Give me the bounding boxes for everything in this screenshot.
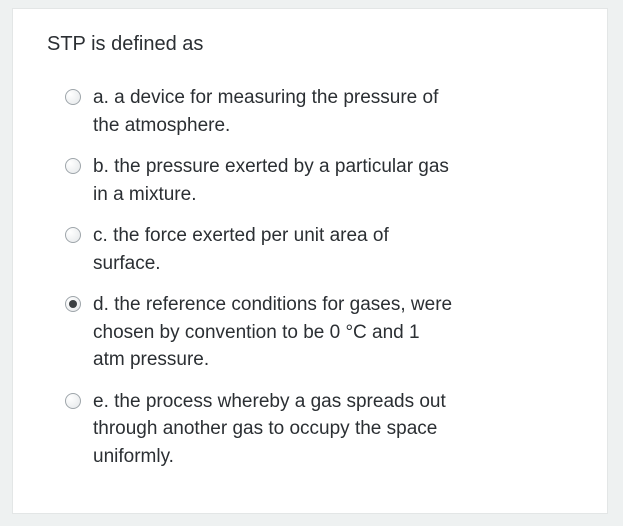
question-card: STP is defined as a. a device for measur… (12, 8, 608, 514)
options-list: a. a device for measuring the pressure o… (47, 84, 573, 471)
option-e[interactable]: e. the process whereby a gas spreads out… (65, 388, 573, 471)
option-body: the force exerted per unit area of surfa… (93, 225, 389, 274)
option-letter: c. (93, 225, 108, 246)
option-c[interactable]: c. the force exerted per unit area of su… (65, 222, 573, 277)
option-text: c. the force exerted per unit area of su… (93, 222, 453, 277)
radio-icon[interactable] (65, 158, 81, 174)
radio-icon[interactable] (65, 393, 81, 409)
option-text: d. the reference conditions for gases, w… (93, 291, 453, 374)
option-letter: e. (93, 391, 109, 412)
option-body: the process whereby a gas spreads out th… (93, 391, 446, 467)
option-letter: a. (93, 87, 109, 108)
option-text: e. the process whereby a gas spreads out… (93, 388, 453, 471)
option-b[interactable]: b. the pressure exerted by a particular … (65, 153, 573, 208)
option-letter: b. (93, 156, 109, 177)
option-body: the pressure exerted by a particular gas… (93, 156, 449, 205)
option-letter: d. (93, 294, 109, 315)
option-a[interactable]: a. a device for measuring the pressure o… (65, 84, 573, 139)
option-body: the reference conditions for gases, were… (93, 294, 452, 370)
option-d[interactable]: d. the reference conditions for gases, w… (65, 291, 573, 374)
option-text: b. the pressure exerted by a particular … (93, 153, 453, 208)
option-text: a. a device for measuring the pressure o… (93, 84, 453, 139)
radio-icon[interactable] (65, 89, 81, 105)
radio-icon[interactable] (65, 227, 81, 243)
question-prompt: STP is defined as (47, 33, 573, 56)
option-body: a device for measuring the pressure of t… (93, 87, 438, 136)
radio-icon[interactable] (65, 296, 81, 312)
